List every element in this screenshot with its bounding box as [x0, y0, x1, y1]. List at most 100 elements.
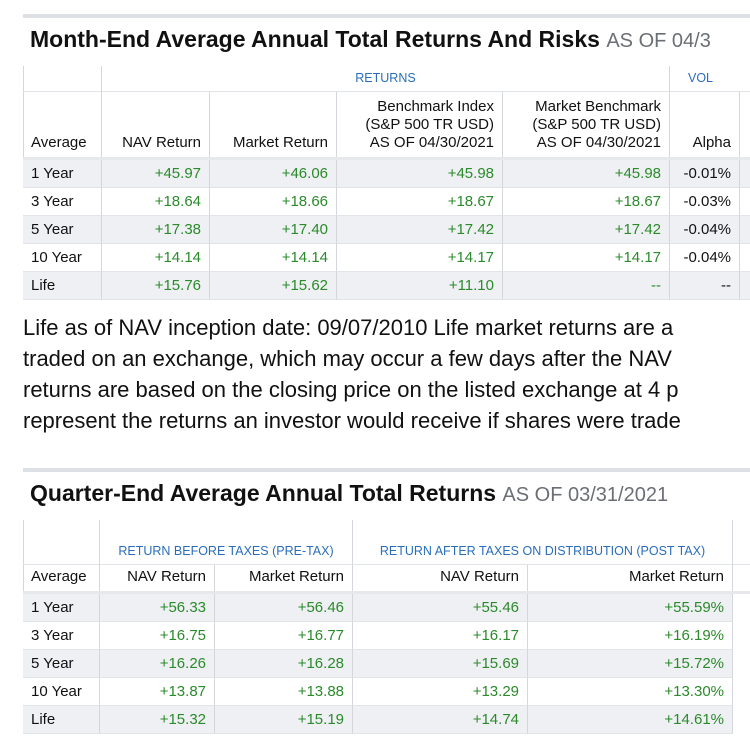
section-title: Month-End Average Annual Total Returns A… — [30, 26, 711, 53]
value-cell — [740, 188, 750, 216]
divider — [23, 468, 750, 472]
row-label: Life — [23, 706, 100, 734]
row-label: 3 Year — [23, 188, 102, 216]
row-label: 3 Year — [23, 622, 100, 650]
value-cell: +14.74 — [353, 706, 528, 734]
group-header: RETURN AFTER TAXES ON DISTRIBUTION (POST… — [353, 520, 733, 565]
column-header: Average — [23, 520, 100, 592]
column-header: Average — [23, 66, 102, 158]
divider — [23, 14, 750, 18]
value-cell: +16.28 — [215, 650, 353, 678]
title-text: Quarter-End Average Annual Total Returns — [30, 480, 497, 506]
column-header: NAV Return — [353, 565, 528, 592]
column-header: Market Return — [528, 565, 733, 592]
column-header-line: AS OF 04/30/2021 — [369, 134, 494, 151]
value-cell: +56.33 — [100, 594, 215, 622]
value-cell: +11.10 — [337, 272, 503, 300]
note-line: represent the returns an investor would … — [23, 408, 681, 433]
column-header-line: NAV Return — [122, 134, 201, 151]
row-label: 5 Year — [23, 216, 102, 244]
row-label: 10 Year — [23, 244, 102, 272]
value-cell: +56.46 — [215, 594, 353, 622]
value-cell: +13.29 — [353, 678, 528, 706]
value-cell: +14.17 — [337, 244, 503, 272]
column-header-line: (S&P 500 TR USD) — [365, 116, 494, 133]
section-title: Quarter-End Average Annual Total Returns… — [30, 480, 668, 507]
title-text: Month-End Average Annual Total Returns A… — [30, 26, 600, 52]
row-label: 1 Year — [23, 594, 100, 622]
header-divider — [23, 591, 750, 594]
value-cell: +17.40 — [210, 216, 337, 244]
value-cell: +14.17 — [503, 244, 670, 272]
value-cell: +16.77 — [215, 622, 353, 650]
group-label: RETURNS — [355, 71, 416, 85]
value-cell: +55.59% — [528, 594, 733, 622]
group-label: VOL — [688, 71, 714, 85]
value-cell: -0.04% — [670, 244, 740, 272]
value-cell: +18.67 — [337, 188, 503, 216]
as-of: AS OF 03/31/2021 — [502, 484, 669, 506]
column-header: NAV Return — [100, 565, 215, 592]
value-cell: +45.98 — [503, 160, 670, 188]
value-cell: +17.42 — [337, 216, 503, 244]
column-header-line: Market Return — [628, 568, 724, 585]
value-cell: -- — [503, 272, 670, 300]
column-header: Market Return — [215, 565, 353, 592]
value-cell: +18.64 — [102, 188, 210, 216]
value-cell: +16.26 — [100, 650, 215, 678]
value-cell: +15.62 — [210, 272, 337, 300]
row-label: Life — [23, 272, 102, 300]
value-cell: +14.61% — [528, 706, 733, 734]
column-header-line: (S&P 500 TR USD) — [532, 116, 661, 133]
column-header-line: Benchmark Index — [377, 98, 494, 115]
value-cell: +16.17 — [353, 622, 528, 650]
value-cell — [740, 244, 750, 272]
value-cell: +45.97 — [102, 160, 210, 188]
group-header: RETURN BEFORE TAXES (PRE-TAX) — [100, 520, 353, 565]
column-header: Market Return — [210, 92, 337, 158]
row-label: 1 Year — [23, 160, 102, 188]
column-header-line: Average — [31, 134, 87, 151]
group-label: RETURN AFTER TAXES ON DISTRIBUTION (POST… — [379, 544, 706, 558]
group-header — [733, 520, 750, 565]
value-cell: +15.19 — [215, 706, 353, 734]
value-cell: +14.14 — [210, 244, 337, 272]
column-header: Alpha — [670, 92, 740, 158]
column-header-line: NAV Return — [127, 568, 206, 585]
value-cell: +13.30% — [528, 678, 733, 706]
value-cell: +17.42 — [503, 216, 670, 244]
column-header-line: Average — [31, 568, 87, 585]
group-label: RETURN BEFORE TAXES (PRE-TAX) — [118, 544, 334, 558]
value-cell: +15.32 — [100, 706, 215, 734]
value-cell — [740, 160, 750, 188]
column-header-line: AS OF 04/30/2021 — [536, 134, 661, 151]
value-cell: +45.98 — [337, 160, 503, 188]
value-cell — [740, 272, 750, 300]
value-cell — [740, 216, 750, 244]
row-label: 5 Year — [23, 650, 100, 678]
value-cell: +15.72% — [528, 650, 733, 678]
note-line: traded on an exchange, which may occur a… — [23, 346, 672, 371]
column-header-line: Market Return — [232, 134, 328, 151]
column-header: NAV Return — [102, 92, 210, 158]
group-header: RETURNS — [102, 66, 670, 92]
value-cell: -0.03% — [670, 188, 740, 216]
value-cell: +16.75 — [100, 622, 215, 650]
value-cell: -0.04% — [670, 216, 740, 244]
row-label: 10 Year — [23, 678, 100, 706]
value-cell: -0.01% — [670, 160, 740, 188]
value-cell: +18.66 — [210, 188, 337, 216]
note-line: returns are based on the closing price o… — [23, 377, 679, 402]
header-divider — [23, 157, 750, 160]
note-line: Life as of NAV inception date: 09/07/201… — [23, 315, 674, 340]
column-header: Benchmark Index (S&P 500 TR USD) AS OF 04/… — [337, 92, 503, 158]
value-cell: +15.76 — [102, 272, 210, 300]
value-cell: +17.38 — [102, 216, 210, 244]
value-cell: +13.87 — [100, 678, 215, 706]
column-header — [740, 92, 750, 158]
value-cell: +15.69 — [353, 650, 528, 678]
value-cell: +55.46 — [353, 594, 528, 622]
value-cell: -- — [670, 272, 740, 300]
value-cell: +14.14 — [102, 244, 210, 272]
